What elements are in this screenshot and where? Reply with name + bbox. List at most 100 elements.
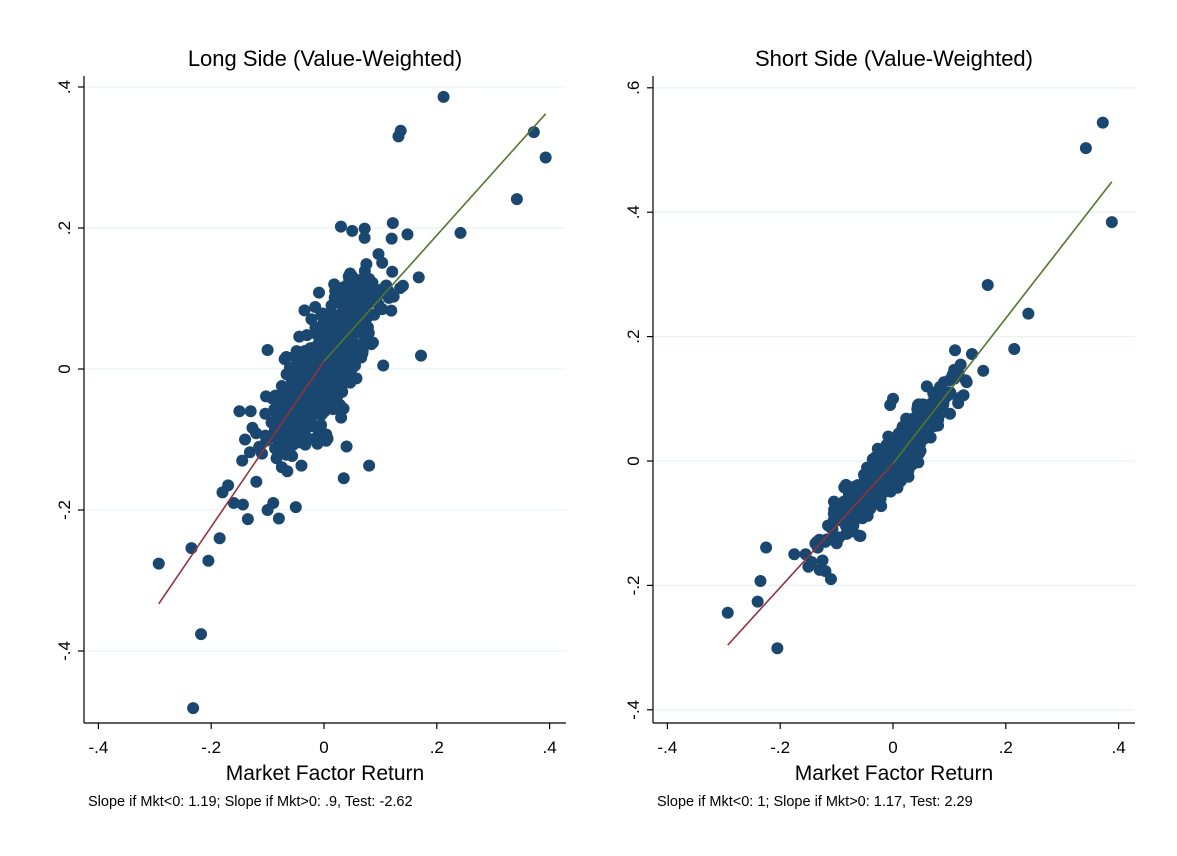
short-side-data-point	[918, 421, 931, 434]
long-side-x-tick-label: -.2	[201, 738, 221, 757]
long-side-data-point	[216, 486, 229, 499]
long-side-data-point	[362, 295, 375, 308]
short-side-data-point	[1105, 216, 1118, 229]
long-side-data-point	[385, 232, 398, 245]
long-side-data-point	[387, 290, 400, 303]
short-side-y-tick-label: -.2	[624, 575, 643, 595]
short-side-data-point	[754, 575, 767, 588]
long-side-y-tick-label: -.4	[55, 641, 74, 661]
short-side-data-point	[788, 548, 801, 561]
long-side-data-point	[349, 278, 362, 291]
short-side-data-point	[900, 434, 913, 447]
short-side-title: Short Side (Value-Weighted)	[755, 46, 1033, 71]
long-side-data-point	[396, 279, 409, 292]
long-side-data-point	[392, 130, 405, 143]
long-side-y-tick-label: -.2	[55, 500, 74, 520]
long-side-data-point	[335, 411, 348, 424]
long-side-data-point	[272, 512, 285, 525]
long-side-x-tick-label: .4	[543, 738, 557, 757]
long-side-title: Long Side (Value-Weighted)	[188, 46, 462, 71]
long-side-data-point	[259, 407, 272, 420]
long-side-data-point	[316, 381, 329, 394]
long-side-data-point	[239, 433, 252, 446]
short-side-x-tick-label: -.4	[657, 738, 677, 757]
short-side-panel: Short Side (Value-Weighted) Market Facto…	[624, 46, 1135, 810]
short-side-y-tick-label: .6	[624, 81, 643, 95]
short-side-y-tick-label: .2	[624, 330, 643, 344]
long-side-data-point	[241, 513, 254, 526]
long-side-x-tick-label: .2	[430, 738, 444, 757]
short-side-data-point	[1096, 116, 1109, 129]
short-side-data-point	[824, 573, 837, 586]
long-side-data-point	[266, 392, 279, 405]
long-side-data-point	[300, 329, 313, 342]
long-side-data-point	[273, 430, 286, 443]
long-side-data-point	[289, 501, 302, 514]
short-side-data-point	[838, 481, 851, 494]
short-side-data-point	[844, 523, 857, 536]
long-side-data-point	[327, 348, 340, 361]
long-side-fit-line-negative	[158, 360, 325, 605]
short-side-data-point	[933, 409, 946, 422]
short-side-data-point	[957, 389, 970, 402]
short-side-data-point	[819, 535, 832, 548]
short-side-data-point	[830, 537, 843, 550]
long-side-data-point	[348, 305, 361, 318]
long-side-data-point	[385, 304, 398, 317]
short-side-data-point	[861, 509, 874, 522]
long-side-data-point	[261, 343, 274, 356]
long-side-data-point	[297, 376, 310, 389]
short-side-x-tick-label: 0	[888, 738, 897, 757]
long-side-data-point	[317, 401, 330, 414]
long-side-data-point	[340, 347, 353, 360]
long-side-data-point	[386, 265, 399, 278]
long-side-data-point	[340, 440, 353, 453]
short-side-data-point	[1022, 307, 1035, 320]
long-side-data-point	[327, 336, 340, 349]
long-side-data-point	[236, 498, 249, 511]
long-side-data-point	[363, 459, 376, 472]
long-side-fit-line-positive	[323, 113, 547, 362]
long-side-data-point	[346, 224, 359, 237]
long-side-data-point	[372, 298, 385, 311]
long-side-data-point	[281, 443, 294, 456]
long-side-y-tick-label: .2	[55, 221, 74, 235]
long-side-data-point	[355, 317, 368, 330]
long-side-data-point	[289, 365, 302, 378]
long-side-data-point	[358, 264, 371, 277]
short-side-data-point	[943, 374, 956, 387]
short-side-data-point	[949, 344, 962, 357]
short-side-data-point	[853, 529, 866, 542]
long-side-data-point	[295, 459, 308, 472]
short-side-slope-note: Slope if Mkt<0: 1; Slope if Mkt>0: 1.17,…	[657, 794, 973, 810]
long-side-data-point	[187, 702, 200, 715]
long-side-data-point	[328, 325, 341, 338]
long-side-data-point	[372, 248, 385, 261]
short-side-y-tick-label: .4	[624, 205, 643, 219]
long-side-data-point	[294, 414, 307, 427]
long-side-data-point	[328, 278, 341, 291]
long-side-data-point	[415, 349, 428, 362]
long-side-data-point	[377, 359, 390, 372]
long-side-data-point	[269, 442, 282, 455]
long-side-data-point	[454, 226, 467, 239]
short-side-x-axis-label: Market Factor Return	[795, 762, 993, 785]
short-side-data-point	[871, 479, 884, 492]
long-side-data-point	[278, 353, 291, 366]
long-side-data-point	[281, 465, 294, 478]
short-side-data-point	[771, 642, 784, 655]
long-side-data-point	[313, 421, 326, 434]
long-side-data-point	[285, 411, 298, 424]
long-side-data-point	[244, 405, 257, 418]
long-side-data-point	[334, 220, 347, 233]
long-side-data-point	[185, 542, 198, 555]
short-side-x-tick-label: -.2	[770, 738, 790, 757]
long-side-data-point	[337, 402, 350, 415]
long-side-data-point	[358, 222, 371, 235]
long-side-y-tick-label: 0	[55, 364, 74, 373]
short-side-data-point	[871, 442, 884, 455]
short-side-data-point	[751, 595, 764, 608]
short-side-fit-line-positive	[892, 181, 1113, 464]
long-side-data-point	[386, 217, 399, 230]
short-side-data-point	[912, 456, 925, 469]
